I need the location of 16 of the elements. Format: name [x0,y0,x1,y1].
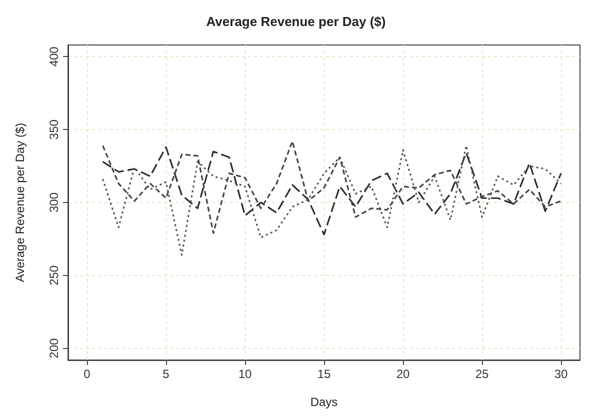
x-axis-title: Days [310,395,338,409]
x-tick-label: 15 [317,367,331,381]
x-tick-label: 25 [475,367,490,381]
chart-title: Average Revenue per Day ($) [206,14,386,29]
x-tick-label: 10 [238,367,252,381]
x-tick-label: 0 [84,367,91,381]
x-tick-label: 20 [396,367,410,381]
y-tick-label: 350 [47,119,61,140]
y-tick-label: 250 [47,265,61,286]
x-tick-label: 30 [554,367,568,381]
y-tick-label: 400 [47,46,61,67]
y-axis-title: Average Revenue per Day ($) [13,122,27,282]
y-tick-label: 200 [47,338,61,358]
x-tick-label: 5 [162,367,170,381]
y-tick-label: 300 [47,192,61,213]
line-series [102,144,562,256]
